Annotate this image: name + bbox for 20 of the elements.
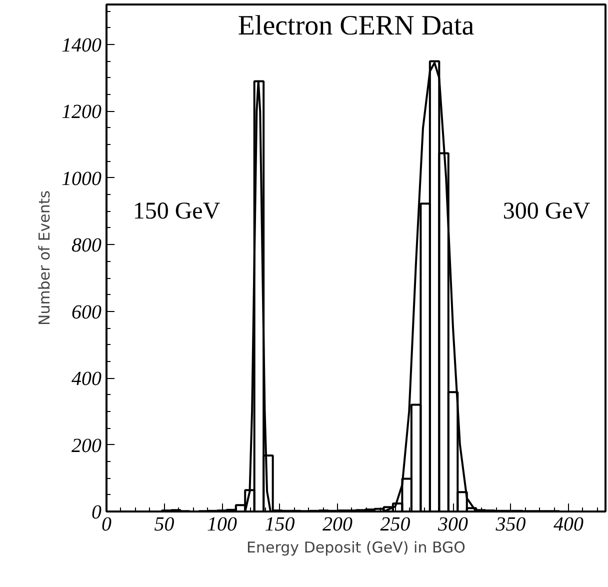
x-tick-label: 150 <box>264 514 295 536</box>
x-tick-label: 400 <box>554 514 584 536</box>
chart-title: Electron CERN Data <box>238 10 475 42</box>
y-tick-label: 1200 <box>62 101 102 124</box>
x-tick-label: 350 <box>494 514 526 536</box>
y-tick-label: 800 <box>72 234 102 257</box>
annotation: 150 GeV <box>132 198 221 224</box>
y-tick-label: 1400 <box>62 34 102 57</box>
y-tick-label: 1000 <box>62 168 102 190</box>
x-tick-label: 200 <box>322 514 353 536</box>
x-axis-title: Energy Deposit (GeV) in BGO <box>246 538 466 556</box>
y-tick-label: 200 <box>72 434 102 457</box>
x-tick-label: 50 <box>154 514 174 536</box>
x-tick-label: 100 <box>207 514 238 536</box>
y-tick-label: 600 <box>72 301 102 324</box>
annotation: 300 GeV <box>502 198 591 224</box>
y-tick-label: 400 <box>72 368 102 390</box>
y-axis-title: Number of Events <box>36 190 54 326</box>
x-tick-label: 300 <box>437 514 468 536</box>
x-tick-label: 250 <box>380 514 410 536</box>
